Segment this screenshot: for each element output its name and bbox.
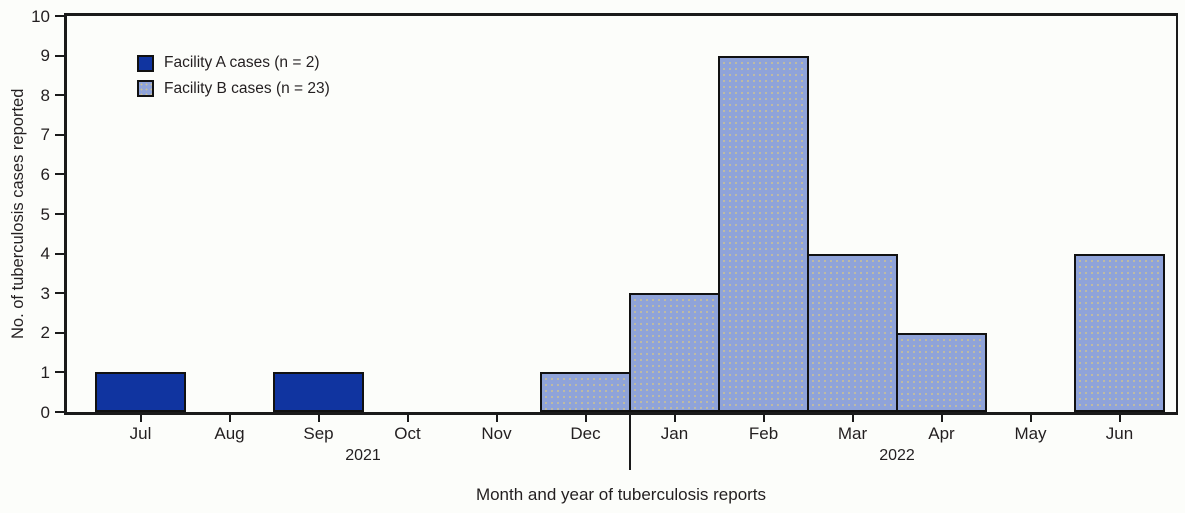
- y-tick-3: [55, 292, 64, 295]
- x-tick-nov: [495, 412, 498, 422]
- month-label-aug: Aug: [214, 424, 245, 443]
- legend-swatch-facility-a: [137, 54, 154, 72]
- y-tick-10: [55, 15, 64, 17]
- month-label-jul: Jul: [129, 424, 152, 443]
- y-tick-label-3: 3: [40, 283, 50, 303]
- x-tick-may: [1029, 412, 1032, 422]
- y-tick-label-0: 0: [40, 402, 50, 422]
- y-tick-0: [55, 411, 64, 413]
- legend-label-facility-a: Facility A cases (n = 2): [164, 54, 320, 71]
- y-tick-4: [55, 252, 64, 255]
- month-label-oct: Oct: [394, 424, 421, 443]
- year-label-2022: 2022: [879, 447, 915, 464]
- bar-feb-facility-b: [717, 55, 810, 412]
- x-tick-apr: [940, 412, 943, 422]
- month-label-mar: Mar: [837, 424, 868, 443]
- x-tick-dec: [584, 412, 587, 422]
- year-divider-line: [629, 412, 631, 470]
- bar-jun-facility-b: [1073, 253, 1166, 412]
- bar-sep-facility-a: [272, 372, 365, 412]
- x-tick-mar: [851, 412, 854, 422]
- bar-jul-facility-a: [94, 372, 187, 412]
- legend-row-facility-a: Facility A cases (n = 2): [137, 54, 330, 73]
- x-axis-title: Month and year of tuberculosis reports: [475, 485, 767, 504]
- x-tick-oct: [406, 412, 409, 422]
- x-tick-jan: [673, 412, 676, 422]
- y-tick-9: [55, 54, 64, 57]
- year-label-2021: 2021: [345, 447, 381, 464]
- legend-label-facility-b: Facility B cases (n = 23): [164, 79, 330, 97]
- y-tick-label-1: 1: [40, 362, 50, 382]
- legend: Facility A cases (n = 2) Facility B cases…: [137, 54, 330, 98]
- y-tick-6: [55, 173, 64, 176]
- bar-mar-facility-b: [806, 253, 899, 412]
- y-tick-label-5: 5: [40, 204, 50, 224]
- y-tick-label-7: 7: [40, 125, 50, 145]
- month-label-jun: Jun: [1105, 424, 1134, 443]
- x-tick-jul: [139, 412, 142, 422]
- y-tick-label-4: 4: [40, 244, 50, 264]
- month-label-sep: Sep: [303, 424, 334, 443]
- y-tick-label-2: 2: [40, 323, 50, 343]
- y-tick-5: [55, 213, 64, 215]
- month-label-nov: Nov: [481, 424, 512, 443]
- y-tick-label-6: 6: [40, 164, 50, 184]
- y-axis-title: No. of tuberculosis cases reported: [9, 88, 27, 340]
- x-tick-jun: [1118, 412, 1121, 422]
- legend-row-facility-b: Facility B cases (n = 23): [137, 80, 330, 99]
- bar-apr-facility-b: [895, 332, 988, 412]
- x-tick-aug: [228, 412, 231, 422]
- y-tick-label-9: 9: [40, 46, 50, 66]
- y-tick-label-10: 10: [31, 6, 50, 26]
- y-tick-2: [55, 331, 64, 334]
- month-label-apr: Apr: [928, 424, 955, 443]
- y-tick-7: [55, 133, 64, 136]
- month-label-dec: Dec: [570, 424, 601, 443]
- month-label-may: May: [1014, 424, 1047, 443]
- y-tick-8: [55, 94, 64, 97]
- y-tick-1: [55, 371, 64, 374]
- x-tick-sep: [317, 412, 320, 422]
- bar-jan-facility-b: [628, 293, 721, 412]
- y-tick-label-8: 8: [40, 85, 50, 105]
- legend-swatch-facility-b: [137, 80, 154, 98]
- month-label-jan: Jan: [660, 424, 689, 443]
- month-label-feb: Feb: [748, 424, 779, 443]
- plot-area: 0 1 2 3 4 5 6 7 8 9 10 Jul Aug Sep Oct Nov Dec Jan Feb Mar A…: [31, 8, 1178, 470]
- bar-dec-facility-b: [539, 372, 632, 412]
- x-tick-feb: [762, 412, 765, 422]
